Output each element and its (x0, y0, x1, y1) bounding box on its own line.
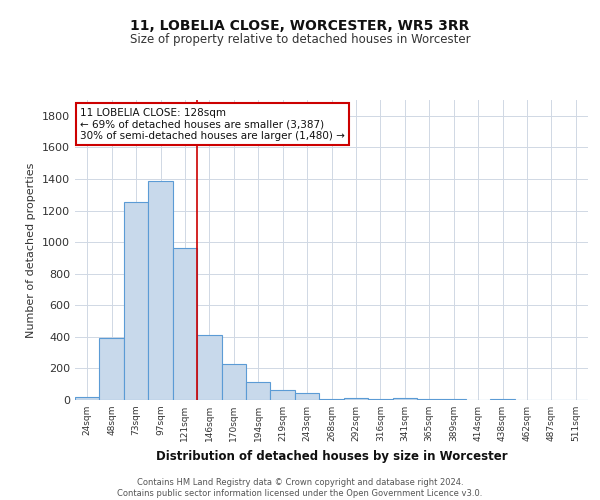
Text: Contains HM Land Registry data © Crown copyright and database right 2024.
Contai: Contains HM Land Registry data © Crown c… (118, 478, 482, 498)
Bar (490, 399, 515, 400)
Bar (417, 399, 442, 400)
Bar (271, 390, 295, 400)
Bar (75, 397, 100, 400)
Bar (246, 382, 271, 400)
Bar (124, 202, 148, 400)
Bar (148, 180, 173, 400)
Bar (442, 399, 466, 400)
Bar (344, 398, 368, 400)
Text: 11, LOBELIA CLOSE, WORCESTER, WR5 3RR: 11, LOBELIA CLOSE, WORCESTER, WR5 3RR (130, 18, 470, 32)
Bar (100, 338, 124, 400)
Text: 11 LOBELIA CLOSE: 128sqm
← 69% of detached houses are smaller (3,387)
30% of sem: 11 LOBELIA CLOSE: 128sqm ← 69% of detach… (80, 108, 345, 140)
Y-axis label: Number of detached properties: Number of detached properties (26, 162, 37, 338)
Bar (392, 398, 417, 400)
Bar (368, 399, 392, 400)
X-axis label: Distribution of detached houses by size in Worcester: Distribution of detached houses by size … (155, 450, 508, 462)
Bar (197, 336, 221, 400)
Bar (319, 399, 344, 400)
Bar (295, 393, 319, 400)
Text: Size of property relative to detached houses in Worcester: Size of property relative to detached ho… (130, 33, 470, 46)
Bar (221, 364, 246, 400)
Bar (173, 248, 197, 400)
